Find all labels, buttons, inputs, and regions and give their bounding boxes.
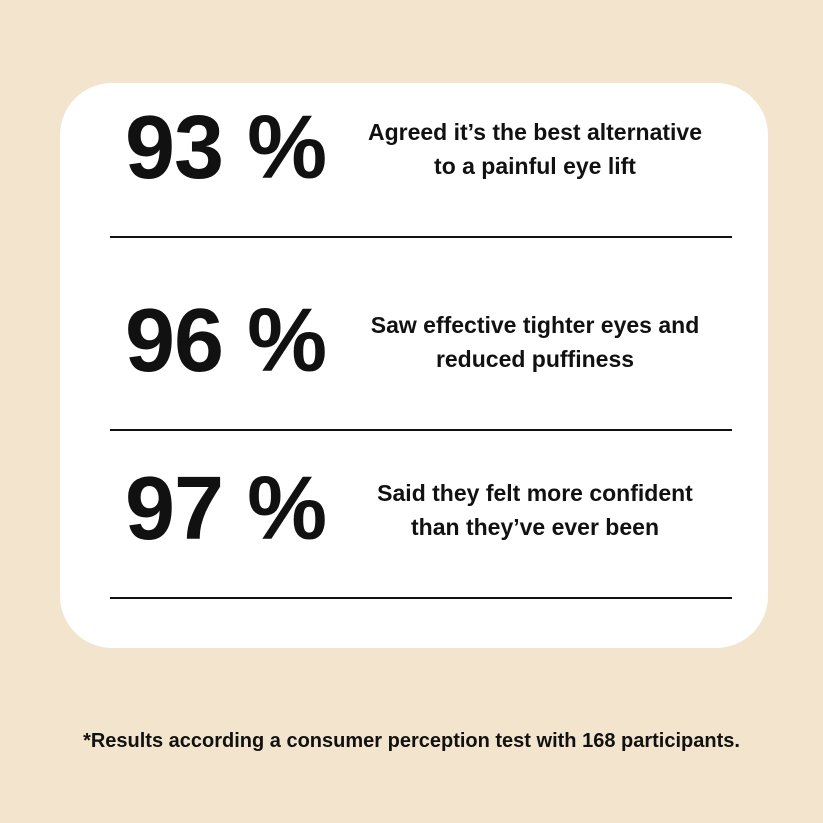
- divider: [110, 597, 732, 599]
- stat-figure: 96 %: [125, 291, 327, 391]
- stat-row: 97 % Said they felt more confident than th…: [110, 449, 732, 599]
- stat-description: Said they felt more confident than they’v…: [345, 476, 725, 544]
- stat-figure: 93 %: [125, 98, 327, 198]
- description-line: Agreed it’s the best alternative: [367, 119, 703, 145]
- description-line: reduced puffiness: [435, 346, 635, 372]
- description-line: Saw effective tighter eyes and: [370, 312, 700, 338]
- stat-figure: 97 %: [125, 459, 327, 559]
- stat-row: 93 % Agreed it’s the best alternative to a…: [110, 88, 732, 238]
- description-line: than they’ve ever been: [411, 514, 659, 540]
- divider: [110, 429, 732, 431]
- stat-row: 96 % Saw effective tighter eyes and reduce…: [110, 281, 732, 431]
- divider: [110, 236, 732, 238]
- description-line: to a painful eye lift: [434, 153, 636, 179]
- description-line: Said they felt more confident: [377, 480, 693, 506]
- footnote: *Results according a consumer perception…: [83, 730, 740, 752]
- stat-description: Saw effective tighter eyes and reduced pu…: [345, 308, 725, 376]
- stat-description: Agreed it’s the best alternative to a pai…: [345, 115, 725, 183]
- stats-card: 93 % Agreed it’s the best alternative to a…: [60, 83, 768, 648]
